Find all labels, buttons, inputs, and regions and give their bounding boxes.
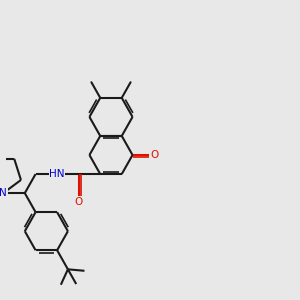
Text: O: O (74, 197, 83, 207)
Text: O: O (150, 150, 159, 160)
Text: N: N (0, 188, 7, 198)
Text: HN: HN (50, 169, 65, 179)
